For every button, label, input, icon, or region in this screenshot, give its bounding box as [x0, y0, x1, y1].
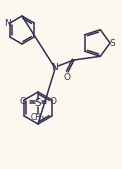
Text: CH₃: CH₃ [31, 114, 45, 123]
Text: S: S [35, 98, 41, 108]
Text: S: S [109, 39, 115, 47]
Text: O: O [20, 98, 27, 106]
Text: O: O [63, 73, 71, 81]
Text: N: N [52, 64, 58, 73]
Text: O: O [49, 98, 56, 106]
Text: N: N [5, 18, 11, 28]
